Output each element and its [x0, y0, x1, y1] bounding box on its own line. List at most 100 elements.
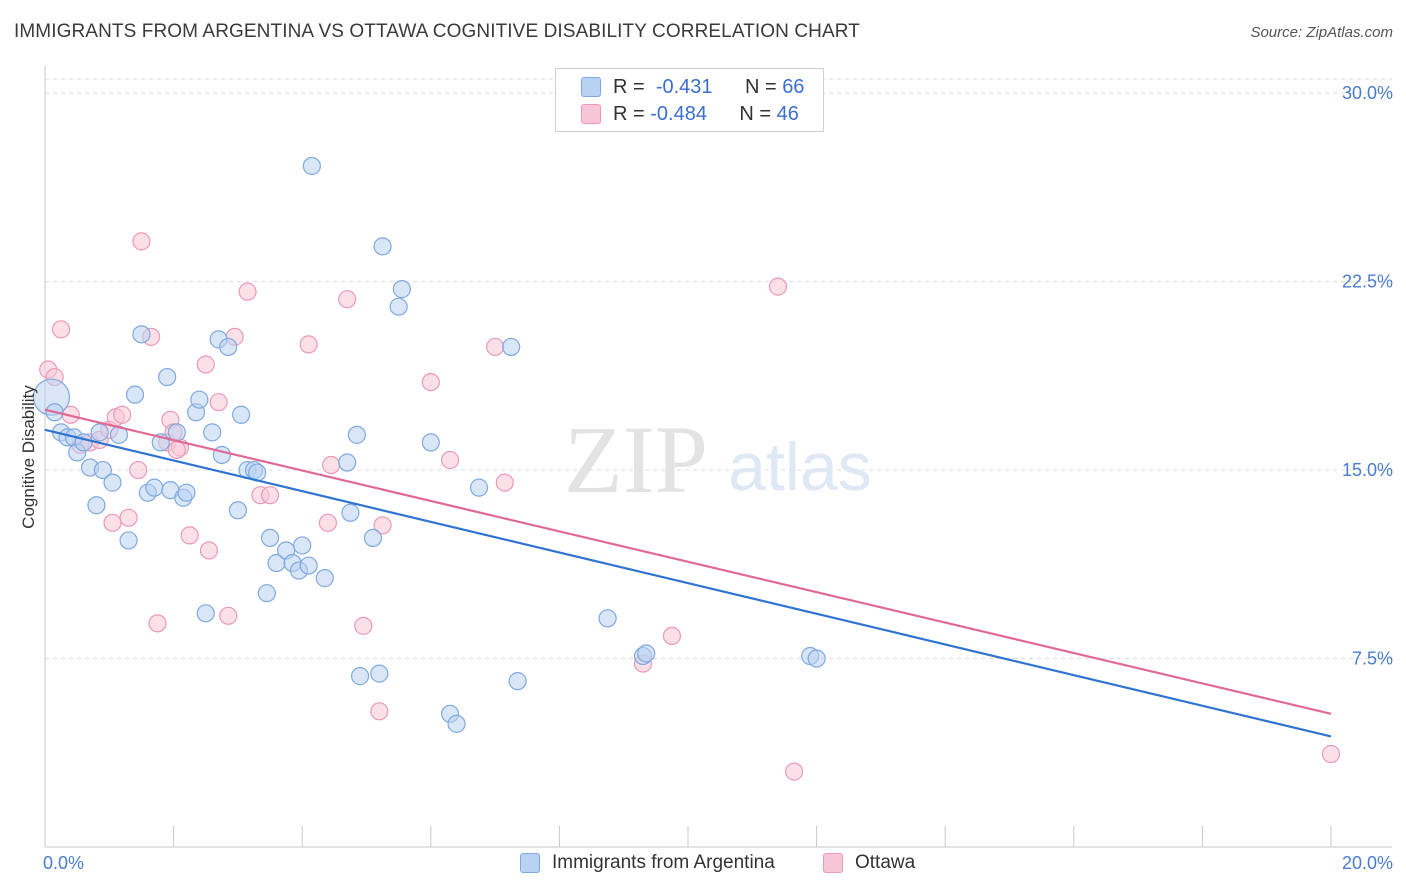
legend-row-ottawa: R = -0.484 N = 46	[581, 102, 799, 126]
n-label: N =	[739, 102, 772, 125]
argentina-point	[228, 501, 247, 520]
argentina-point	[257, 584, 276, 603]
ottawa-points	[39, 232, 1341, 781]
trend-lines	[44, 408, 1332, 738]
argentina-point	[807, 649, 826, 668]
argentina-point	[392, 280, 411, 299]
argentina-point	[350, 667, 370, 686]
argentina-point	[103, 473, 122, 492]
legend-row-argentina: R = -0.431 N = 66	[581, 75, 804, 99]
n-value: 66	[782, 75, 805, 98]
blue-swatch	[581, 77, 601, 97]
ottawa-point	[495, 473, 514, 492]
y-tick-label: 15.0%	[1342, 460, 1393, 480]
legend-item-argentina: Immigrants from Argentina	[520, 852, 775, 874]
argentina-point	[421, 433, 440, 452]
argentina-point	[145, 478, 164, 497]
ottawa-point	[103, 513, 122, 532]
y-tick-label: 7.5%	[1352, 649, 1393, 669]
ottawa-point	[219, 606, 238, 625]
legend-label-ottawa: Ottawa	[855, 852, 916, 873]
r-value: -0.431	[655, 75, 713, 98]
ottawa-point	[113, 405, 132, 424]
argentina-point	[469, 478, 489, 497]
watermark-atlas: atlas	[728, 429, 872, 505]
grid-lines	[45, 78, 1392, 660]
argentina-point	[177, 483, 196, 502]
argentina-point	[132, 325, 151, 344]
ottawa-point	[119, 508, 138, 527]
series-legend: Immigrants from Argentina Ottawa	[0, 852, 1406, 878]
argentina-point	[90, 423, 109, 442]
tick-labels: 7.5% 15.0% 22.5% 30.0% 0.0% 20.0%	[43, 83, 1393, 873]
ottawa-point	[338, 290, 357, 309]
chart-title: IMMIGRANTS FROM ARGENTINA VS OTTAWA COGN…	[14, 21, 860, 42]
pink-swatch	[581, 104, 601, 124]
watermark: ZIP atlas	[564, 406, 872, 513]
ottawa-point	[354, 616, 373, 635]
argentina-point	[389, 297, 408, 316]
axes	[44, 66, 1392, 848]
ottawa-point	[768, 277, 788, 296]
argentina-point	[373, 237, 392, 256]
source-label: Source: ZipAtlas.com	[1250, 24, 1393, 41]
ottawa-point	[209, 393, 228, 412]
argentina-point	[190, 390, 209, 409]
ottawa-point	[196, 355, 215, 374]
pink-swatch	[823, 853, 843, 873]
r-label: R =	[613, 75, 645, 98]
argentina-point	[508, 672, 527, 691]
x-tick-label: 20.0%	[1342, 853, 1393, 873]
ottawa-point	[238, 282, 257, 301]
argentina-point	[158, 367, 177, 387]
argentina-point	[203, 423, 222, 442]
ottawa-point	[199, 541, 219, 560]
ottawa-point	[299, 335, 318, 354]
ottawa-point	[784, 762, 804, 781]
ottawa-point	[662, 626, 682, 646]
r-value: -0.484	[650, 102, 707, 125]
legend-item-ottawa: Ottawa	[823, 852, 915, 874]
argentina-point	[315, 569, 334, 588]
ottawa-point	[318, 513, 338, 532]
argentina-point	[363, 528, 383, 548]
argentina-point	[502, 337, 521, 357]
argentina-point	[341, 503, 360, 522]
argentina-point	[299, 556, 318, 575]
argentina-point	[87, 496, 106, 515]
ottawa-point	[180, 526, 199, 545]
ottawa-point	[440, 450, 460, 470]
n-value: 46	[776, 102, 799, 125]
blue-swatch	[520, 853, 540, 873]
ottawa-point	[148, 614, 167, 633]
y-tick-label: 30.0%	[1342, 83, 1393, 103]
ottawa-point	[486, 337, 505, 357]
ottawa-point	[51, 320, 71, 339]
r-label: R =	[613, 102, 645, 125]
argentina-point	[219, 337, 238, 357]
ottawa-point	[167, 440, 186, 460]
y-axis-label: Cognitive Disability	[19, 385, 38, 529]
argentina-point	[637, 644, 656, 663]
argentina-point	[74, 433, 93, 452]
ottawa-trend-line	[44, 408, 1332, 715]
ottawa-point	[132, 232, 151, 251]
argentina-point	[125, 385, 145, 404]
ottawa-point	[322, 455, 341, 475]
n-label: N =	[744, 75, 777, 98]
watermark-zip: ZIP	[564, 406, 708, 513]
argentina-point	[260, 528, 280, 548]
argentina-trend-line	[44, 428, 1332, 738]
ottawa-point	[373, 516, 392, 535]
argentina-point	[93, 460, 112, 480]
legend-label-argentina: Immigrants from Argentina	[552, 852, 775, 873]
argentina-point	[302, 156, 321, 176]
argentina-point	[167, 423, 186, 442]
argentina-point	[232, 405, 251, 424]
argentina-point	[370, 664, 389, 683]
ottawa-point	[421, 372, 440, 392]
x-tick-label: 0.0%	[43, 853, 84, 873]
argentina-point	[119, 531, 138, 550]
y-tick-label: 22.5%	[1342, 272, 1393, 292]
